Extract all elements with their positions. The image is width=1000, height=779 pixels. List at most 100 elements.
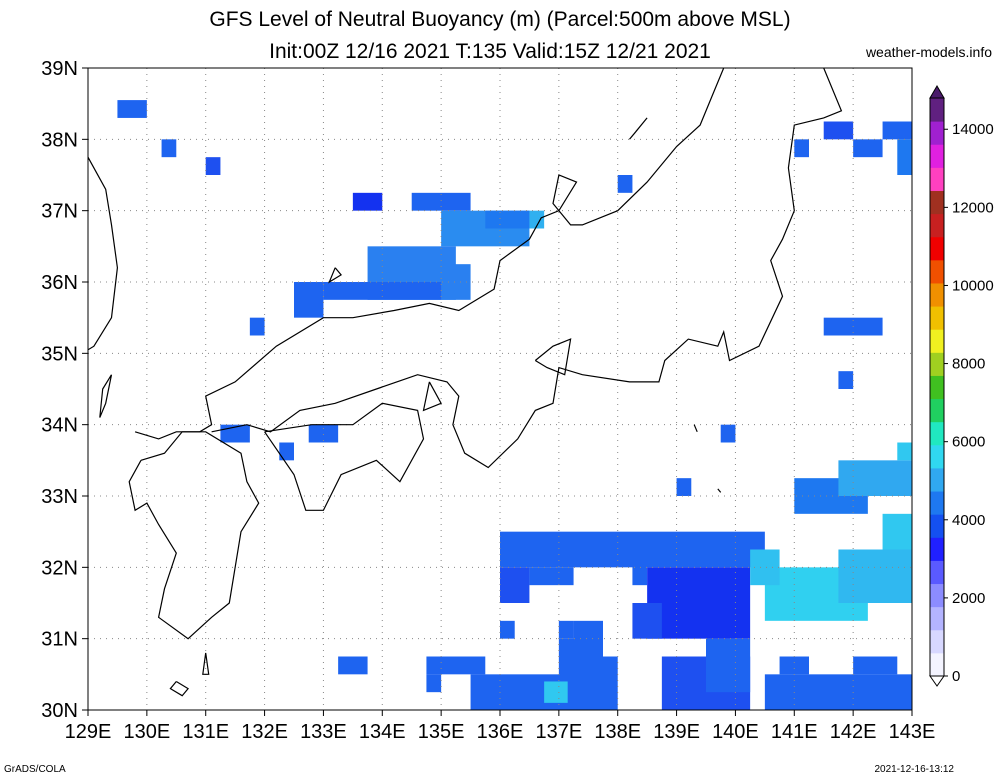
colorbar-label: 8000 (952, 356, 985, 373)
field-cell (838, 371, 854, 389)
colorbar-swatch (930, 444, 944, 469)
field-cell (426, 656, 486, 675)
coastline (422, 381, 442, 412)
colorbar-swatch (930, 236, 944, 261)
colorbar-swatch (930, 144, 944, 168)
lat-label: 36N (41, 272, 78, 294)
field-cell (750, 549, 780, 586)
colorbar-high-arrow (929, 85, 945, 99)
colorbar-swatch (930, 560, 944, 585)
colorbar-label: 14000 (952, 121, 994, 138)
colorbar-swatch (930, 98, 944, 122)
colorbar-swatch (930, 467, 944, 492)
lon-label: 129E (65, 721, 112, 743)
coastline (88, 156, 119, 351)
field-cell (426, 674, 442, 693)
field-cell (529, 210, 545, 229)
field-cell (779, 656, 809, 675)
field-cell (411, 192, 471, 211)
coastline (134, 68, 725, 440)
lat-label: 32N (41, 557, 78, 579)
colorbar-swatch (930, 329, 944, 353)
colorbar-swatch (930, 537, 944, 561)
colorbar-label: 12000 (952, 199, 994, 216)
field-cell (500, 567, 530, 603)
field-cell (529, 567, 574, 586)
lat-label: 31N (41, 629, 78, 651)
field-cell (764, 674, 912, 710)
field-cell (838, 549, 912, 603)
colorbar-swatch (930, 167, 944, 191)
coastline (169, 680, 190, 697)
field-cell (617, 175, 633, 193)
lon-label: 141E (771, 721, 818, 743)
coastline (328, 267, 343, 284)
field-cell (441, 264, 471, 300)
lon-label: 136E (477, 721, 524, 743)
field-cell (706, 638, 751, 693)
field-cell (308, 424, 339, 443)
lat-label: 35N (41, 343, 78, 365)
lon-label: 130E (123, 721, 170, 743)
colorbar-swatch (930, 491, 944, 515)
field-cell (352, 192, 383, 211)
lat-label: 38N (41, 129, 78, 151)
source-credit: weather-models.info (865, 44, 992, 60)
colorbar: 0 2000 4000 6000 8000 10000 12000 14000 (929, 85, 994, 687)
colorbar-swatch (930, 606, 944, 631)
field-cell (205, 157, 221, 175)
field-cell (249, 317, 265, 336)
lon-label: 142E (830, 721, 877, 743)
coastlines (88, 68, 843, 697)
field-cell (882, 513, 912, 550)
colorbar-swatch (930, 190, 944, 215)
colorbar-low-arrow (929, 675, 945, 687)
coastline (629, 117, 648, 140)
lat-label: 34N (41, 415, 78, 437)
footer-software: GrADS/COLA (4, 764, 66, 775)
field-cell (838, 460, 912, 496)
lon-label: 137E (535, 721, 582, 743)
field-cell (161, 139, 177, 158)
field-cell (500, 620, 515, 639)
lat-label: 33N (41, 486, 78, 508)
coastline (211, 68, 843, 469)
coastline (99, 374, 113, 418)
colorbar-swatch (930, 259, 944, 284)
coastline (128, 431, 260, 640)
colorbar-swatch (930, 514, 944, 538)
lon-label: 138E (594, 721, 641, 743)
lon-label: 134E (359, 721, 406, 743)
field-cell (823, 121, 854, 140)
field-cell (676, 478, 692, 496)
lat-label: 37N (41, 201, 78, 223)
field-cell (485, 210, 530, 229)
colorbar-swatch (930, 398, 944, 423)
axis-ticks: 129E 130E 131E 132E 133E 134E 135E 136E 137E 138E… (41, 58, 935, 743)
lon-label: 132E (241, 721, 288, 743)
field-cell (279, 442, 294, 461)
field-cell (897, 139, 912, 175)
chart-subtitle: Init:00Z 12/16 2021 T:135 Valid:15Z 12/2… (269, 40, 711, 63)
colorbar-label: 6000 (952, 434, 985, 451)
field-cell (603, 656, 618, 710)
field-cell (706, 585, 736, 639)
coastline (717, 488, 722, 493)
lat-label: 39N (41, 58, 78, 80)
colorbar-swatch (930, 306, 944, 330)
colorbar-swatch (930, 421, 944, 446)
colorbar-swatch (930, 652, 944, 677)
lon-label: 139E (653, 721, 700, 743)
footer-timestamp: 2021-12-16-13:12 (874, 764, 954, 775)
colorbar-frame (929, 97, 945, 677)
field-cell (632, 549, 648, 586)
field-cell (720, 424, 736, 443)
lon-label: 131E (182, 721, 229, 743)
field-cell (853, 656, 898, 675)
coastline (534, 338, 572, 376)
coastline (264, 402, 425, 511)
field-cell (794, 139, 809, 158)
lon-label: 143E (889, 721, 936, 743)
field-cell (544, 681, 568, 703)
